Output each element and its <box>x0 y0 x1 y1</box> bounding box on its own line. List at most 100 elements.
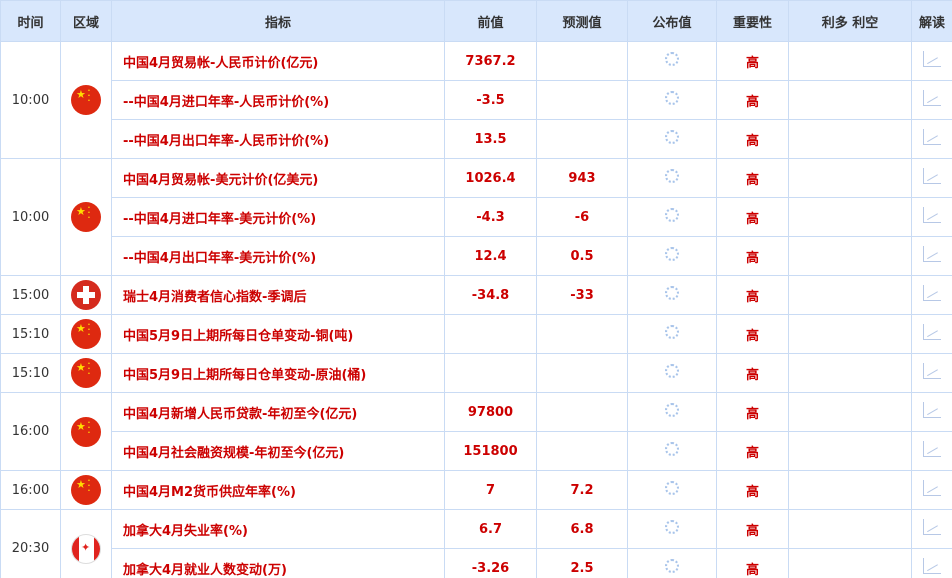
header-previous: 前值 <box>444 0 537 42</box>
header-analysis: 解读 <box>911 0 952 42</box>
impact-cell <box>788 431 912 471</box>
forecast-value: 2.5 <box>536 548 628 578</box>
indicator-name[interactable]: --中国4月出口年率-人民币计价(%) <box>111 119 445 159</box>
loading-spinner-icon <box>665 403 679 417</box>
importance: 高 <box>716 470 789 510</box>
china-flag-icon <box>71 416 101 447</box>
impact-cell <box>788 80 912 120</box>
actual-value <box>627 119 717 159</box>
time-cell: 15:10 <box>0 353 61 393</box>
indicator-name[interactable]: --中国4月出口年率-美元计价(%) <box>111 236 445 276</box>
chart-icon[interactable] <box>923 363 941 379</box>
chart-icon[interactable] <box>923 246 941 262</box>
analysis-cell[interactable] <box>911 158 952 198</box>
actual-value <box>627 80 717 120</box>
analysis-cell[interactable] <box>911 470 952 510</box>
chart-icon[interactable] <box>923 285 941 301</box>
header-forecast: 预测值 <box>536 0 628 42</box>
impact-cell <box>788 509 912 549</box>
impact-cell <box>788 470 912 510</box>
chart-icon[interactable] <box>923 402 941 418</box>
chart-icon[interactable] <box>923 441 941 457</box>
chart-icon[interactable] <box>923 51 941 67</box>
forecast-value <box>536 80 628 120</box>
loading-spinner-icon <box>665 91 679 105</box>
indicator-name[interactable]: 中国4月新增人民币贷款-年初至今(亿元) <box>111 392 445 432</box>
analysis-cell[interactable] <box>911 509 952 549</box>
importance: 高 <box>716 41 789 81</box>
importance: 高 <box>716 431 789 471</box>
previous-value <box>444 314 537 354</box>
previous-value <box>444 353 537 393</box>
chart-icon[interactable] <box>923 324 941 340</box>
analysis-cell[interactable] <box>911 548 952 578</box>
forecast-value <box>536 431 628 471</box>
actual-value <box>627 197 717 237</box>
forecast-value <box>536 41 628 81</box>
analysis-cell[interactable] <box>911 314 952 354</box>
analysis-cell[interactable] <box>911 119 952 159</box>
china-flag-icon <box>71 319 101 349</box>
loading-spinner-icon <box>665 325 679 339</box>
actual-value <box>627 353 717 393</box>
analysis-cell[interactable] <box>911 41 952 81</box>
indicator-name[interactable]: 中国4月M2货币供应年率(%) <box>111 470 445 510</box>
analysis-cell[interactable] <box>911 197 952 237</box>
table-row: 20:30 加拿大4月失业率(%)6.76.8 高 <box>0 509 952 578</box>
indicator-name[interactable]: 瑞士4月消费者信心指数-季调后 <box>111 275 445 315</box>
region-cell <box>60 158 112 276</box>
table-row: 16:00 中国4月新增人民币贷款-年初至今(亿元)97800 高 <box>0 392 952 471</box>
table-row: 16:00 中国4月M2货币供应年率(%)77.2 高 <box>0 470 952 510</box>
indicator-name[interactable]: 中国4月贸易帐-人民币计价(亿元) <box>111 41 445 81</box>
chart-icon[interactable] <box>923 90 941 106</box>
chart-icon[interactable] <box>923 168 941 184</box>
time-cell: 16:00 <box>0 470 61 510</box>
table-row: 15:10 中国5月9日上期所每日仓单变动-原油(桶) 高 <box>0 353 952 393</box>
actual-value <box>627 41 717 81</box>
table-row: 中国4月社会融资规模-年初至今(亿元) 151800 高 <box>1 431 952 471</box>
time-cell: 16:00 <box>0 392 61 471</box>
analysis-cell[interactable] <box>911 275 952 315</box>
importance: 高 <box>716 158 789 198</box>
analysis-cell[interactable] <box>911 431 952 471</box>
indicator-name[interactable]: 中国5月9日上期所每日仓单变动-铜(吨) <box>111 314 445 354</box>
region-cell <box>60 353 112 393</box>
forecast-value <box>536 392 628 432</box>
indicator-name[interactable]: 加拿大4月失业率(%) <box>111 509 445 549</box>
previous-value: 6.7 <box>444 509 537 549</box>
forecast-value: 6.8 <box>536 509 628 549</box>
loading-spinner-icon <box>665 520 679 534</box>
loading-spinner-icon <box>665 559 679 573</box>
region-cell <box>60 275 112 315</box>
importance: 高 <box>716 119 789 159</box>
header-time: 时间 <box>0 0 61 42</box>
chart-icon[interactable] <box>923 519 941 535</box>
table-row: 15:00 瑞士4月消费者信心指数-季调后 -34.8 -33 高 <box>0 275 952 315</box>
impact-cell <box>788 353 912 393</box>
analysis-cell[interactable] <box>911 236 952 276</box>
forecast-value <box>536 353 628 393</box>
importance: 高 <box>716 509 789 549</box>
analysis-cell[interactable] <box>911 80 952 120</box>
loading-spinner-icon <box>665 286 679 300</box>
previous-value: 13.5 <box>444 119 537 159</box>
table-row: 10:00 中国4月贸易帐-人民币计价(亿元)7367.2 高 <box>0 41 952 159</box>
china-flag-icon <box>71 475 101 505</box>
previous-value: 1026.4 <box>444 158 537 198</box>
header-importance: 重要性 <box>716 0 789 42</box>
previous-value: 12.4 <box>444 236 537 276</box>
indicator-name[interactable]: 中国4月社会融资规模-年初至今(亿元) <box>111 431 445 471</box>
chart-icon[interactable] <box>923 207 941 223</box>
chart-icon[interactable] <box>923 558 941 574</box>
header-indicator: 指标 <box>111 0 445 42</box>
indicator-name[interactable]: 中国5月9日上期所每日仓单变动-原油(桶) <box>111 353 445 393</box>
actual-value <box>627 314 717 354</box>
indicator-name[interactable]: --中国4月进口年率-人民币计价(%) <box>111 80 445 120</box>
chart-icon[interactable] <box>923 129 941 145</box>
analysis-cell[interactable] <box>911 392 952 432</box>
indicator-name[interactable]: --中国4月进口年率-美元计价(%) <box>111 197 445 237</box>
analysis-cell[interactable] <box>911 353 952 393</box>
indicator-name[interactable]: 加拿大4月就业人数变动(万) <box>111 548 445 578</box>
chart-icon[interactable] <box>923 480 941 496</box>
indicator-name[interactable]: 中国4月贸易帐-美元计价(亿美元) <box>111 158 445 198</box>
